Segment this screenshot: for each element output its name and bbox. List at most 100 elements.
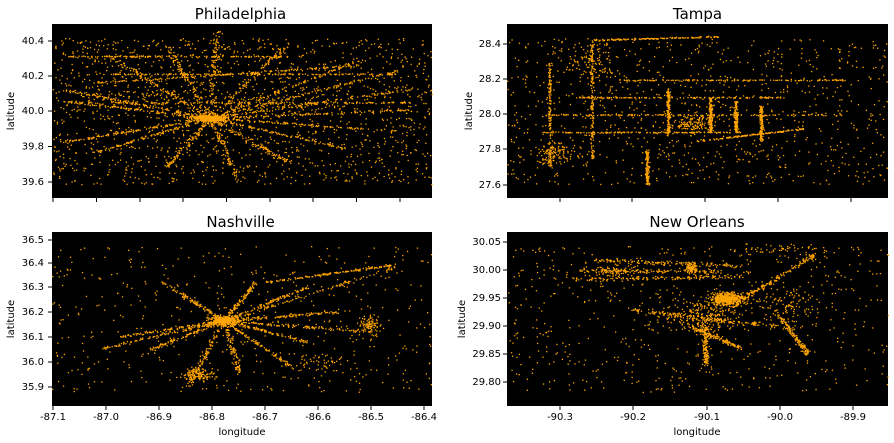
scatter-point xyxy=(169,162,171,164)
scatter-point xyxy=(189,144,191,146)
scatter-point xyxy=(184,78,186,80)
scatter-point xyxy=(359,81,361,83)
scatter-point xyxy=(369,110,371,112)
scatter-point xyxy=(335,42,338,45)
scatter-point xyxy=(248,55,250,57)
scatter-point xyxy=(344,147,346,150)
scatter-point xyxy=(243,72,245,75)
x-tick-marks xyxy=(52,198,401,202)
scatter-point xyxy=(318,142,320,145)
scatter-point xyxy=(92,137,94,140)
scatter-point xyxy=(135,71,138,74)
scatter-point xyxy=(188,125,190,127)
scatter-point xyxy=(260,136,262,138)
scatter-point xyxy=(216,57,219,59)
scatter-point xyxy=(574,44,576,46)
scatter-point xyxy=(73,108,75,111)
scatter-point xyxy=(826,87,828,89)
scatter-point xyxy=(148,131,150,134)
scatter-point xyxy=(267,96,269,98)
scatter-point xyxy=(171,161,173,163)
scatter-point xyxy=(203,117,205,120)
scatter-point xyxy=(126,107,128,109)
scatter-point xyxy=(176,114,178,116)
scatter-point xyxy=(101,85,103,87)
scatter-point xyxy=(196,95,198,98)
scatter-point xyxy=(379,160,381,162)
scatter-point xyxy=(816,57,818,59)
scatter-point xyxy=(223,74,225,76)
scatter-point xyxy=(278,52,281,54)
scatter-point xyxy=(183,102,186,104)
scatter-point xyxy=(189,135,191,137)
scatter-point xyxy=(212,49,214,51)
scatter-point xyxy=(155,102,158,104)
scatter-point xyxy=(203,116,205,118)
scatter-point xyxy=(290,66,292,68)
scatter-point xyxy=(715,171,717,173)
scatter-point xyxy=(296,156,299,158)
scatter-point xyxy=(158,112,160,114)
scatter-point xyxy=(216,122,218,124)
scatter-point xyxy=(817,54,819,57)
scatter-point xyxy=(802,175,804,177)
scatter-point xyxy=(279,55,281,58)
scatter-point xyxy=(425,142,427,144)
scatter-point xyxy=(240,104,242,106)
scatter-point xyxy=(215,59,217,61)
scatter-point xyxy=(70,56,72,58)
scatter-point xyxy=(195,90,197,92)
scatter-point xyxy=(120,107,122,109)
scatter-point xyxy=(259,101,261,103)
scatter-point xyxy=(149,79,151,81)
scatter-point xyxy=(175,77,177,79)
scatter-point xyxy=(107,174,109,176)
scatter-point xyxy=(209,112,211,115)
scatter-point xyxy=(144,137,146,139)
scatter-point xyxy=(259,174,261,176)
scatter-point xyxy=(174,157,176,159)
scatter-point xyxy=(70,164,72,166)
scatter-point xyxy=(239,123,241,125)
scatter-point xyxy=(428,108,430,110)
y-tick-label: 40.2 xyxy=(22,71,44,82)
scatter-point xyxy=(215,115,217,117)
scatter-point xyxy=(614,124,616,126)
scatter-point xyxy=(200,113,202,115)
scatter-point xyxy=(286,56,288,58)
scatter-point xyxy=(779,156,781,159)
scatter-point xyxy=(345,179,347,181)
scatter-point xyxy=(397,57,399,59)
scatter-point xyxy=(236,91,238,93)
scatter-point xyxy=(167,150,169,152)
scatter-point xyxy=(183,116,186,118)
scatter-point xyxy=(229,93,231,96)
scatter-point xyxy=(161,132,164,134)
scatter-point xyxy=(239,73,241,75)
scatter-point xyxy=(92,111,94,113)
scatter-point xyxy=(169,73,171,75)
scatter-point xyxy=(135,101,137,103)
scatter-point xyxy=(232,56,234,58)
scatter-point xyxy=(106,66,109,68)
scatter-point xyxy=(222,161,224,163)
scatter-point xyxy=(329,126,331,128)
scatter-point xyxy=(372,74,374,77)
scatter-point xyxy=(83,167,85,169)
scatter-point xyxy=(222,119,224,121)
scatter-point xyxy=(184,141,186,144)
scatter-point xyxy=(158,123,160,125)
scatter-point xyxy=(280,81,282,83)
scatter-point xyxy=(202,122,204,125)
scatter-point xyxy=(63,157,65,159)
scatter-point xyxy=(423,128,425,130)
scatter-point xyxy=(192,82,194,84)
scatter-point xyxy=(183,135,185,137)
scatter-point xyxy=(314,40,317,42)
scatter-point xyxy=(216,41,219,43)
scatter-point xyxy=(118,114,120,116)
scatter-point xyxy=(276,142,278,144)
scatter-point xyxy=(78,72,80,74)
scatter-point xyxy=(187,74,189,76)
scatter-point xyxy=(164,164,166,167)
